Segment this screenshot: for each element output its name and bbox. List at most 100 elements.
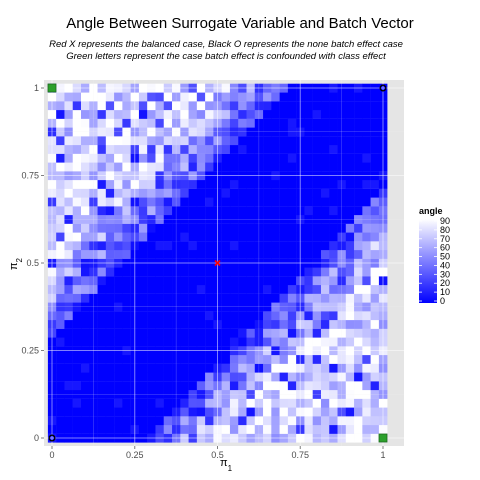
heatmap-cell bbox=[114, 354, 123, 364]
heatmap-cell bbox=[205, 267, 214, 277]
heatmap-cell bbox=[254, 407, 264, 417]
heatmap-cell bbox=[81, 319, 90, 329]
heatmap-cell bbox=[205, 136, 214, 146]
heatmap-cell bbox=[279, 389, 289, 399]
heatmap-cell bbox=[287, 354, 297, 364]
heatmap-cell bbox=[263, 389, 272, 399]
heatmap-cell bbox=[246, 276, 255, 286]
heatmap-cell bbox=[337, 232, 347, 242]
heatmap-cell bbox=[279, 179, 289, 189]
heatmap-cell bbox=[254, 293, 264, 303]
heatmap-cell bbox=[72, 153, 82, 163]
heatmap-cell bbox=[180, 337, 189, 347]
heatmap-cell bbox=[188, 92, 198, 102]
heatmap-cell bbox=[72, 302, 82, 312]
heatmap-cell bbox=[246, 372, 255, 382]
heatmap-cell bbox=[97, 127, 107, 137]
heatmap-cell bbox=[370, 416, 380, 426]
heatmap-cell bbox=[56, 206, 65, 216]
heatmap-cell bbox=[64, 214, 73, 224]
heatmap-cell bbox=[64, 424, 73, 434]
heatmap-cell bbox=[304, 241, 313, 251]
heatmap-cell bbox=[312, 398, 322, 408]
heatmap-cell bbox=[238, 363, 247, 373]
heatmap-cell bbox=[312, 188, 322, 198]
heatmap-cell bbox=[89, 354, 98, 364]
heatmap-cell bbox=[205, 162, 214, 172]
heatmap-cell bbox=[56, 302, 65, 312]
heatmap-cell bbox=[271, 284, 280, 294]
heatmap-cell bbox=[279, 127, 289, 137]
heatmap-cell bbox=[122, 197, 131, 207]
heatmap-cell bbox=[97, 398, 107, 408]
heatmap-cell bbox=[320, 407, 330, 417]
heatmap-cell bbox=[114, 162, 123, 172]
heatmap-cell bbox=[163, 372, 173, 382]
heatmap-cell bbox=[354, 337, 363, 347]
heatmap-cell bbox=[114, 188, 123, 198]
heatmap-cell bbox=[114, 424, 123, 434]
heatmap-cell bbox=[279, 276, 289, 286]
heatmap-cell bbox=[188, 101, 198, 111]
heatmap-cell bbox=[180, 153, 189, 163]
heatmap-cell bbox=[180, 144, 189, 154]
heatmap-cell bbox=[345, 109, 355, 119]
heatmap-cell bbox=[312, 337, 322, 347]
heatmap-cell bbox=[72, 241, 82, 251]
heatmap-cell bbox=[254, 328, 264, 338]
x-axis-title: π1 bbox=[220, 457, 233, 473]
heatmap-cell bbox=[180, 276, 189, 286]
heatmap-cell bbox=[196, 127, 206, 137]
heatmap-cell bbox=[337, 162, 347, 172]
heatmap-cell bbox=[345, 179, 355, 189]
heatmap-cell bbox=[172, 109, 181, 119]
heatmap-cell bbox=[279, 293, 289, 303]
heatmap-cell bbox=[64, 241, 73, 251]
heatmap-cell bbox=[163, 381, 173, 391]
heatmap-cell bbox=[362, 214, 371, 224]
heatmap-cell bbox=[155, 276, 164, 286]
heatmap-cell bbox=[279, 188, 289, 198]
heatmap-cell bbox=[279, 109, 289, 119]
heatmap-cell bbox=[354, 407, 363, 417]
heatmap-cell bbox=[246, 232, 255, 242]
heatmap-cell bbox=[337, 293, 347, 303]
heatmap-cell bbox=[304, 276, 313, 286]
heatmap-cell bbox=[345, 398, 355, 408]
heatmap-cell bbox=[138, 424, 148, 434]
heatmap-cell bbox=[254, 118, 264, 128]
heatmap-cell bbox=[312, 416, 322, 426]
heatmap-cell bbox=[56, 197, 65, 207]
heatmap-cell bbox=[263, 372, 272, 382]
heatmap-cell bbox=[64, 92, 73, 102]
heatmap-cell bbox=[72, 188, 82, 198]
heatmap-cell bbox=[246, 363, 255, 373]
heatmap-cell bbox=[180, 101, 189, 111]
heatmap-cell bbox=[97, 232, 107, 242]
heatmap-cell bbox=[72, 363, 82, 373]
heatmap-cell bbox=[287, 407, 297, 417]
heatmap-cell bbox=[56, 214, 65, 224]
heatmap-cell bbox=[89, 206, 98, 216]
heatmap-cell bbox=[89, 153, 98, 163]
heatmap-cell bbox=[105, 398, 115, 408]
heatmap-cell bbox=[254, 197, 264, 207]
heatmap-cell bbox=[81, 197, 90, 207]
heatmap-cell bbox=[188, 232, 198, 242]
heatmap-cell bbox=[263, 302, 272, 312]
heatmap-cell bbox=[122, 92, 131, 102]
heatmap-cell bbox=[362, 109, 371, 119]
heatmap-cell bbox=[304, 337, 313, 347]
heatmap-cell bbox=[188, 276, 198, 286]
heatmap-cell bbox=[287, 197, 297, 207]
heatmap-cell bbox=[320, 311, 330, 321]
heatmap-cell bbox=[147, 241, 156, 251]
heatmap-cell bbox=[64, 153, 73, 163]
heatmap-cell bbox=[72, 118, 82, 128]
heatmap-cell bbox=[337, 424, 347, 434]
heatmap-cell bbox=[97, 162, 107, 172]
heatmap-cell bbox=[97, 407, 107, 417]
heatmap-cell bbox=[138, 179, 148, 189]
heatmap-cell bbox=[64, 127, 73, 137]
